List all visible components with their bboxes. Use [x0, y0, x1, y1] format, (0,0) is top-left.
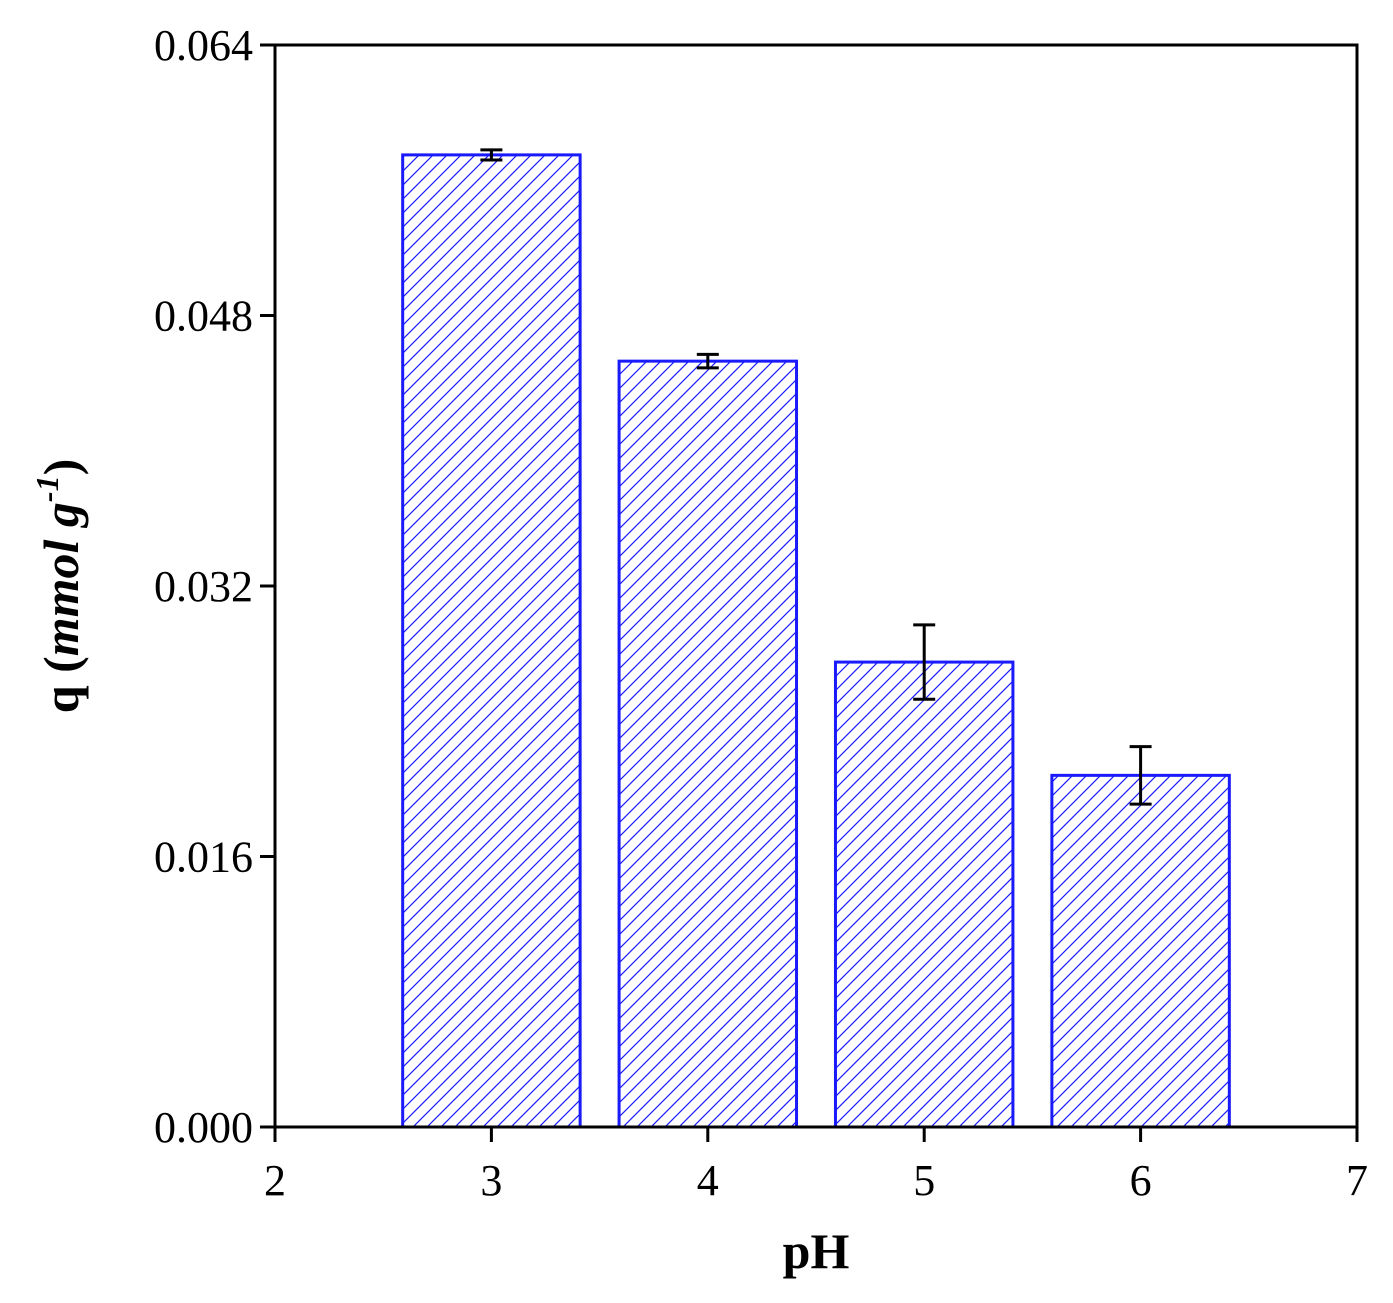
x-tick-label: 2 [264, 1156, 286, 1205]
y-tick-label: 0.048 [154, 292, 253, 341]
y-tick-label: 0.016 [154, 833, 253, 882]
bar-ph-4 [617, 359, 799, 1129]
x-tick-label: 3 [480, 1156, 502, 1205]
bar-ph-3 [401, 153, 582, 1129]
y-axis-title-prefix: q ( [33, 656, 89, 713]
x-tick-label: 5 [913, 1156, 935, 1205]
y-axis-ticks: 0.000 0.016 0.032 0.048 0.064 [154, 21, 275, 1152]
bar-ph-6 [1050, 773, 1231, 1129]
y-axis-title: q (mmol g-1) [29, 459, 89, 713]
y-axis-title-exponent: -1 [29, 475, 65, 502]
x-axis-title: pH [783, 1223, 850, 1279]
y-tick-label: 0.064 [154, 21, 253, 70]
error-bar-ph-5 [913, 623, 936, 701]
error-bars-group [480, 148, 1152, 806]
x-tick-label: 4 [697, 1156, 719, 1205]
y-axis-title-suffix: ) [33, 459, 89, 476]
y-axis-title-units: mmol g [33, 502, 89, 656]
error-bar-ph-4 [696, 352, 719, 370]
error-bar-ph-6 [1129, 745, 1152, 806]
error-bar-ph-3 [480, 148, 503, 162]
x-tick-label: 7 [1346, 1156, 1368, 1205]
bar-ph-5 [833, 660, 1015, 1129]
y-tick-label: 0.032 [154, 562, 253, 611]
bars-group [401, 153, 1231, 1129]
x-tick-label: 6 [1130, 1156, 1152, 1205]
y-tick-label: 0.000 [154, 1103, 253, 1152]
x-axis-ticks: 2 3 4 5 6 7 [264, 1127, 1368, 1205]
